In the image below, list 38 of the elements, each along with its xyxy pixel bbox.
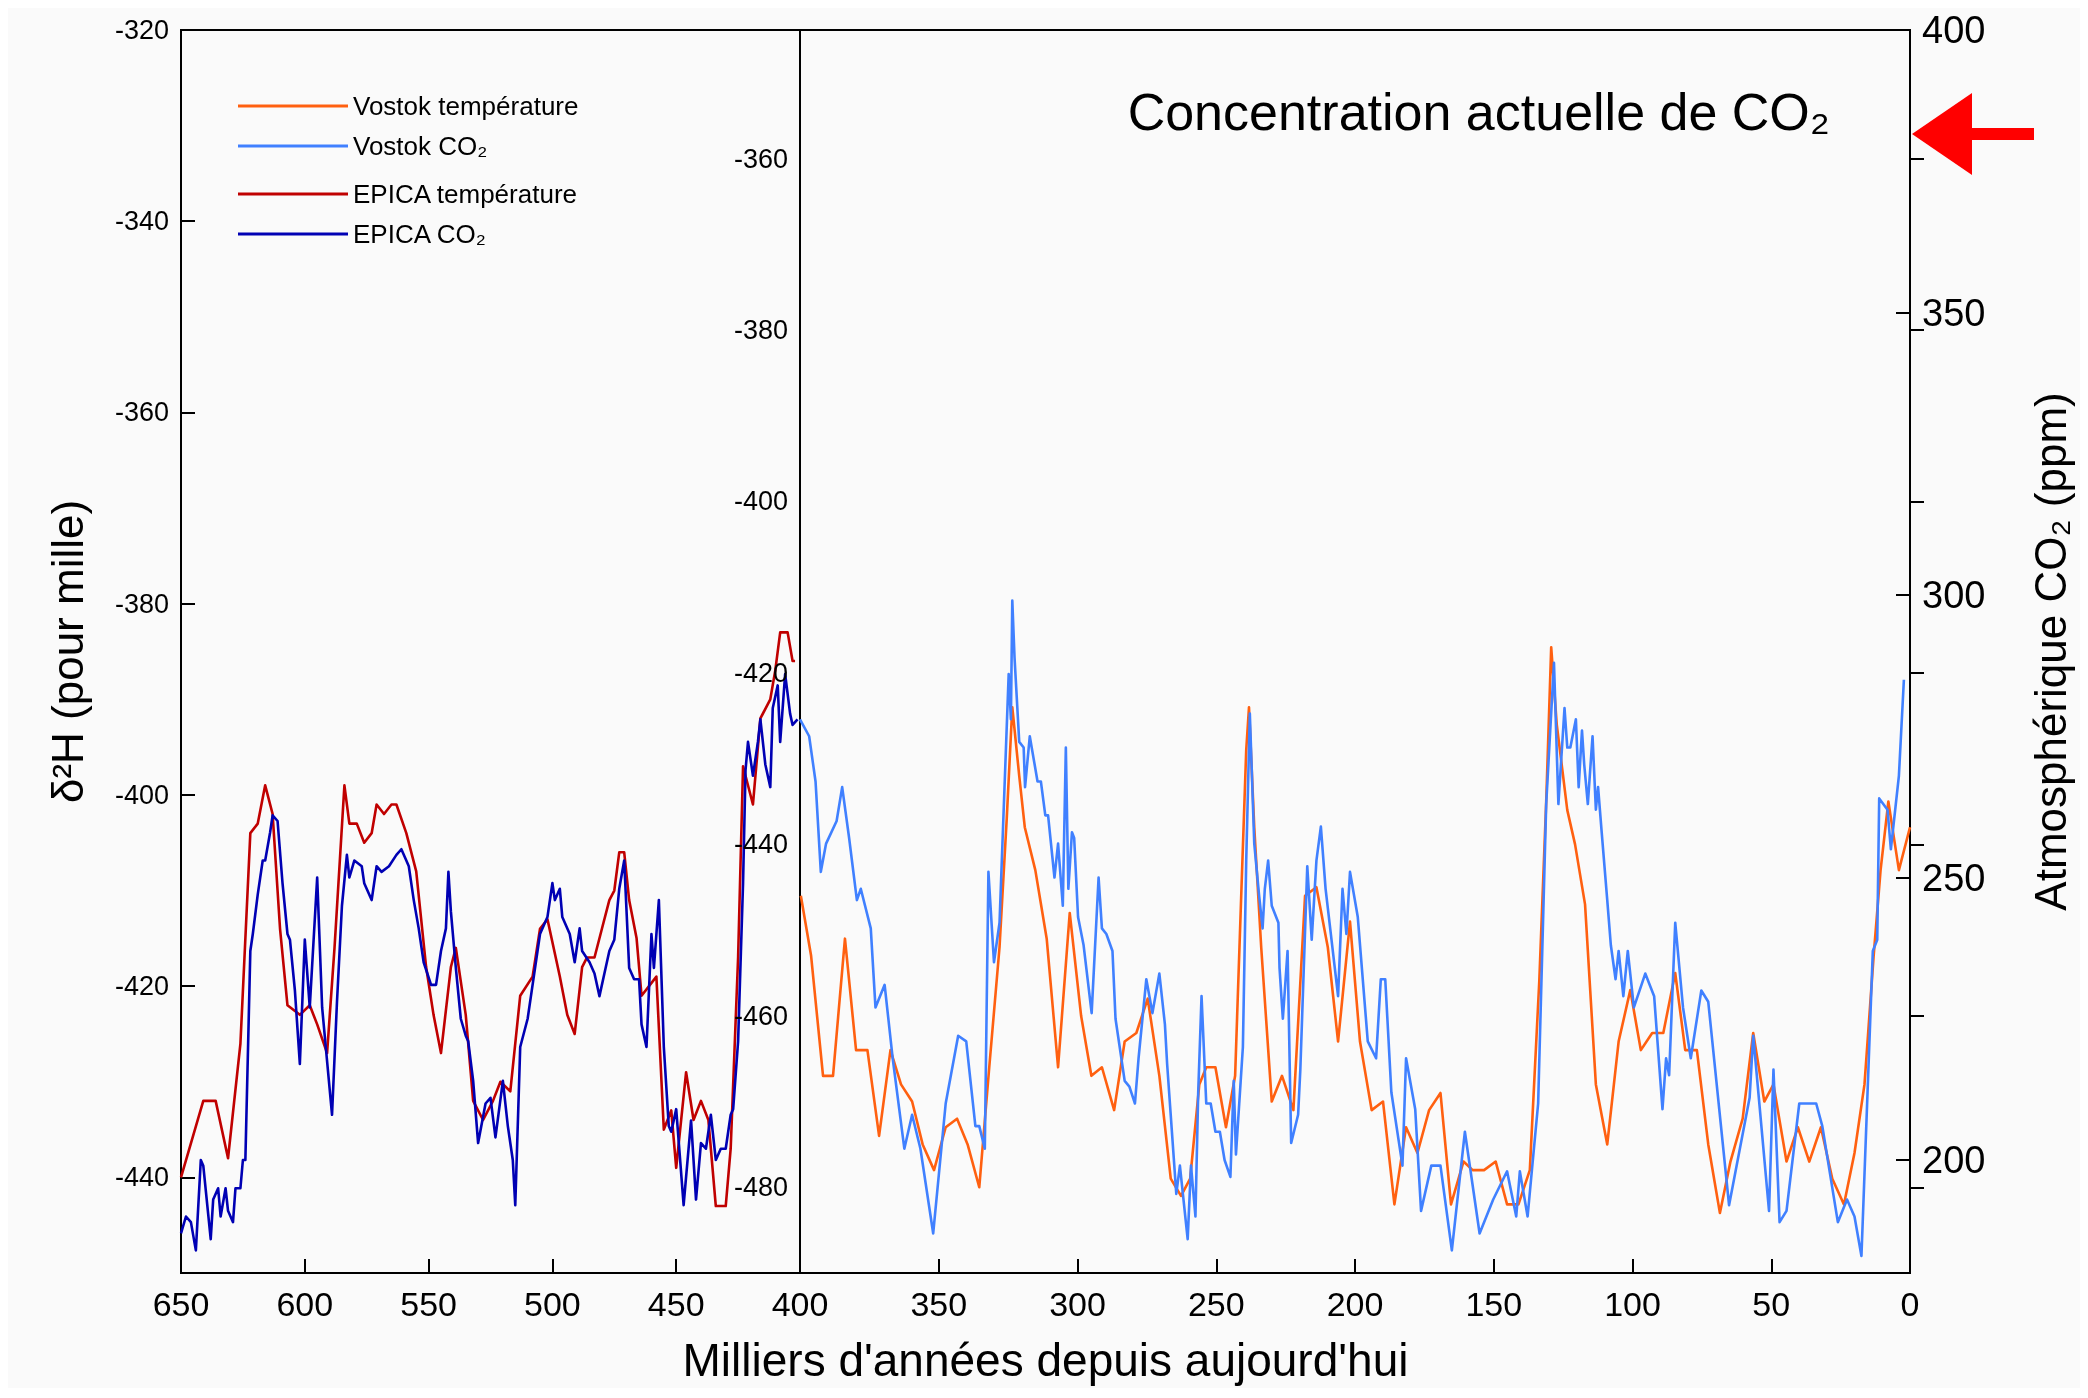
y2-tick-label: 300	[1922, 574, 1986, 616]
x-tick-label: 450	[647, 1285, 705, 1323]
annotation: Concentration actuelle de CO₂	[1127, 83, 1830, 141]
x-tick-label: 500	[524, 1285, 581, 1323]
y2-tick-label: 250	[1922, 856, 1986, 899]
y-tick-label: -420	[114, 971, 169, 1002]
x-tick-label: 650	[152, 1285, 210, 1323]
legend-label: EPICA CO₂	[353, 219, 486, 249]
y2-tick-label: 400	[1922, 9, 1986, 51]
y-tick-label: -480	[733, 1172, 788, 1203]
x-tick-label: 300	[1049, 1285, 1106, 1323]
x-tick-label: 200	[1326, 1285, 1384, 1323]
legend-label: EPICA température	[353, 179, 577, 209]
legend-label: Vostok température	[353, 91, 579, 121]
y-tick-label: -360	[114, 397, 169, 428]
x-tick-label: 400	[771, 1285, 829, 1323]
x-tick-label: 100	[1604, 1285, 1661, 1323]
y-tick-label: -440	[114, 1162, 169, 1193]
y-tick-label: -400	[733, 486, 788, 517]
x-axis-title: Milliers d'années depuis aujourd'hui	[682, 1334, 1409, 1386]
x-tick-label: 150	[1465, 1285, 1523, 1323]
x-tick-label: 0	[1900, 1285, 1920, 1323]
y2-axis-title: Atmosphérique CO₂ (ppm)	[2025, 392, 2075, 911]
x-tick-label: 50	[1752, 1285, 1791, 1323]
y-tick-label: -340	[114, 206, 169, 237]
y-tick-label: -360	[733, 143, 788, 174]
y2-tick-label: 200	[1922, 1139, 1986, 1181]
y2-tick-label: 350	[1922, 291, 1986, 334]
y-axis-title: δ²H (pour mille)	[42, 499, 92, 804]
x-tick-label: 250	[1187, 1285, 1245, 1323]
y-tick-label: -380	[733, 315, 788, 346]
x-tick-label: 350	[910, 1285, 968, 1323]
x-tick-label: 600	[276, 1285, 334, 1323]
y-tick-label: -320	[114, 15, 169, 45]
legend-label: Vostok CO₂	[353, 131, 488, 161]
y-tick-label: -380	[114, 588, 169, 619]
x-tick-label: 550	[400, 1285, 457, 1323]
y-tick-label: -400	[114, 779, 169, 810]
